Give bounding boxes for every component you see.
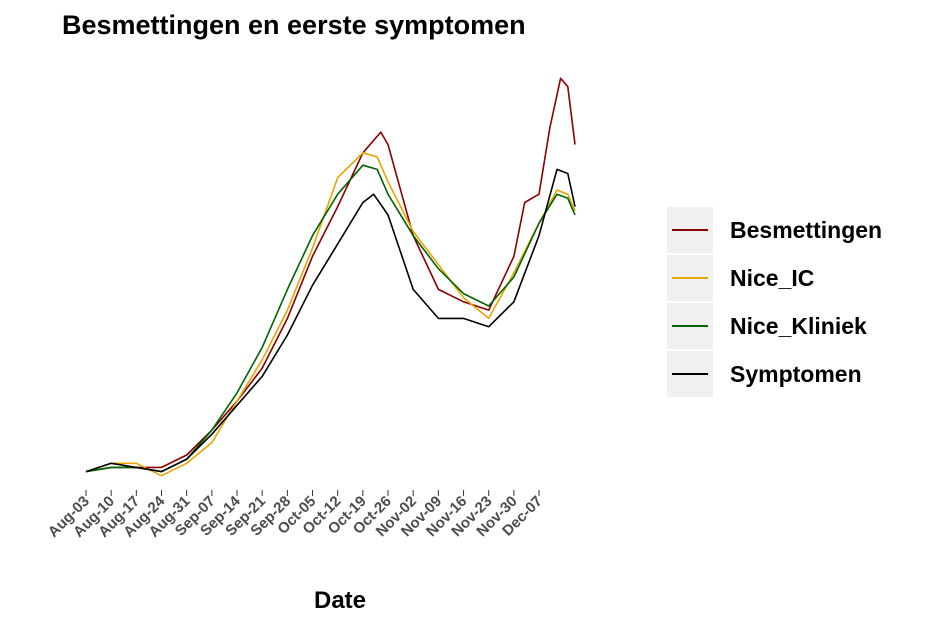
legend-label: Besmettingen	[730, 216, 883, 243]
chart-title: Besmettingen en eerste symptomen	[62, 10, 526, 40]
legend-key	[667, 303, 713, 349]
legend: Besmettingen Nice_IC Nice_Kliniek Symptomen	[667, 206, 882, 398]
series-line-symptomen	[85, 168, 576, 473]
legend-swatch	[672, 229, 708, 231]
x-axis-ticks: Aug-03Aug-10Aug-17Aug-24Aug-31Sep-07Sep-…	[45, 490, 546, 541]
legend-label: Nice_Kliniek	[730, 312, 867, 339]
legend-key	[667, 351, 713, 397]
x-axis-title: Date	[314, 587, 366, 614]
series-layer	[85, 77, 576, 477]
series-line-besmettingen	[85, 77, 576, 473]
legend-label: Nice_IC	[730, 264, 815, 291]
legend-key	[667, 207, 713, 253]
legend-label: Symptomen	[730, 360, 862, 387]
series-line-nice-ic	[85, 152, 576, 477]
legend-item: Symptomen	[667, 350, 882, 398]
legend-key	[667, 255, 713, 301]
legend-item: Besmettingen	[667, 206, 882, 254]
legend-item: Nice_IC	[667, 254, 882, 302]
series-line-nice-kliniek	[85, 164, 576, 473]
legend-swatch	[672, 325, 708, 327]
legend-swatch	[672, 277, 708, 279]
legend-swatch	[672, 373, 708, 375]
legend-item: Nice_Kliniek	[667, 302, 882, 350]
